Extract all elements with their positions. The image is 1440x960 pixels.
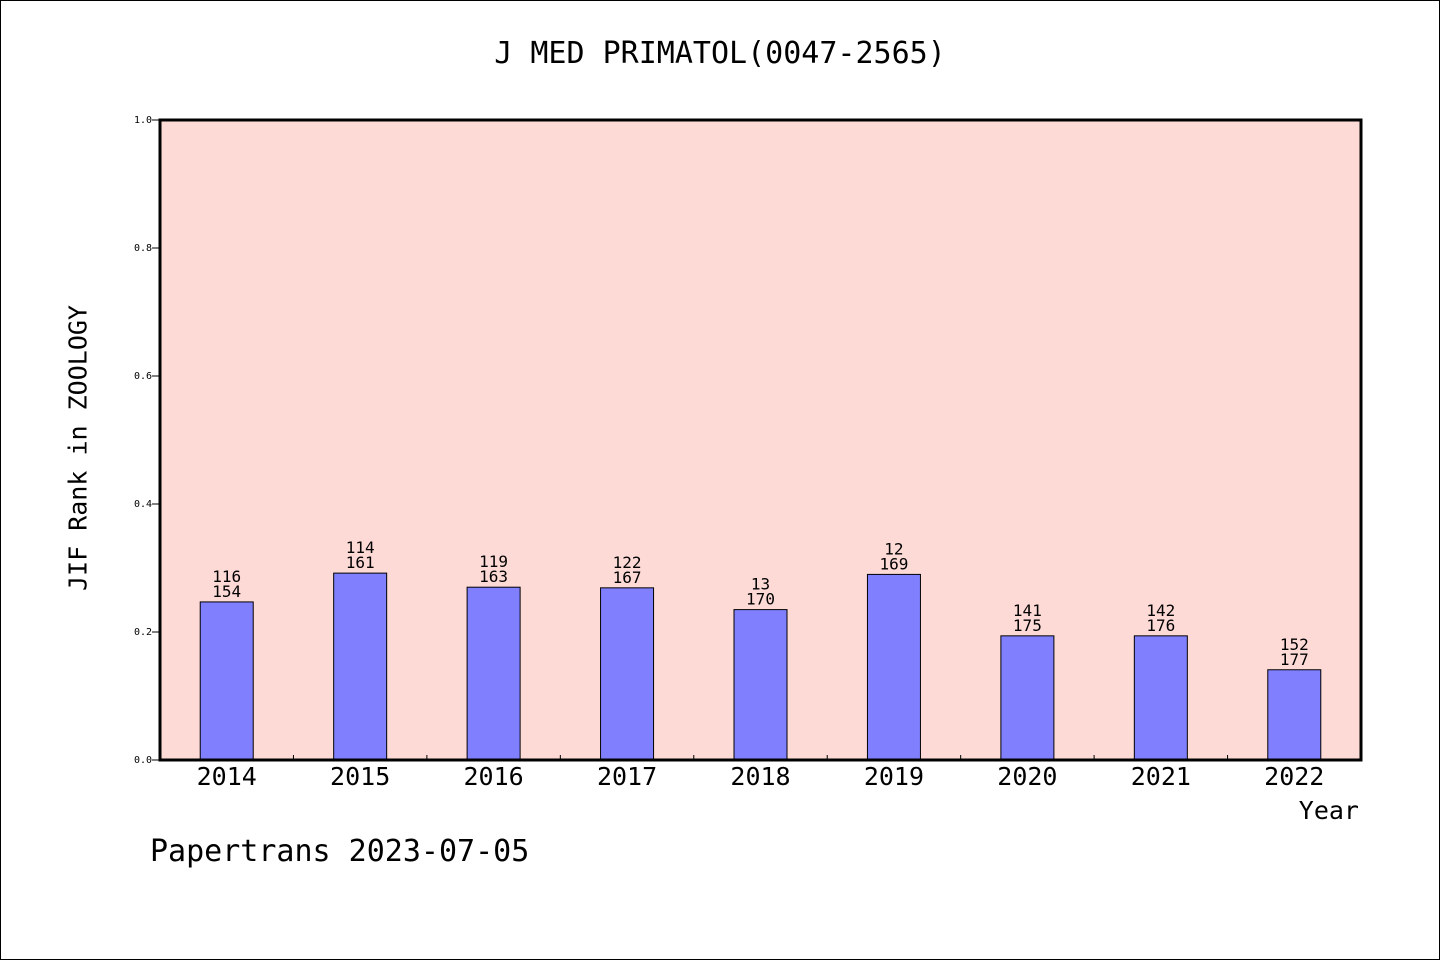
bars-layer	[199, 572, 1322, 761]
x-tick-label: 2021	[1131, 762, 1191, 791]
y-tick-label: 0.2	[134, 627, 152, 638]
y-tick-label: 0.8	[134, 243, 152, 254]
bar-2019	[866, 573, 921, 761]
bar-2021	[1133, 635, 1188, 761]
x-tick-label: 2022	[1264, 762, 1324, 791]
y-axis-label: JIF Rank in ZOOLOGY	[63, 305, 93, 591]
data-label-lower: 167	[613, 568, 642, 587]
data-label-upper: 152	[1280, 635, 1309, 654]
y-tick-label: 1.0	[134, 115, 152, 126]
data-label-lower: 169	[879, 554, 908, 573]
data-label-lower: 175	[1013, 616, 1042, 635]
data-label-upper: 142	[1146, 601, 1175, 620]
data-label-lower: 170	[746, 590, 775, 609]
x-tick-label: 2014	[197, 762, 257, 791]
data-label-upper: 141	[1013, 601, 1042, 620]
x-tick-label: 2018	[730, 762, 790, 791]
x-tick-label: 2017	[597, 762, 657, 791]
data-label-lower: 176	[1146, 616, 1175, 635]
x-tick-label: 2016	[464, 762, 524, 791]
data-label-upper: 116	[212, 567, 241, 586]
y-axis-ticks: 0.0 0.2 0.4 0.6 0.8 1.0	[134, 115, 159, 766]
data-label-lower: 163	[479, 567, 508, 586]
data-label-lower: 161	[346, 553, 375, 572]
y-tick-label: 0.6	[134, 371, 152, 382]
y-tick-label: 0.4	[134, 499, 152, 510]
data-label-upper: 119	[479, 552, 508, 571]
x-axis-ticks: 2014 2015 2016 2017 2018 2019 2020 2021 2022	[197, 755, 1324, 791]
data-label-lower: 154	[212, 582, 241, 601]
plot-border	[158, 118, 1363, 762]
data-label-lower: 177	[1280, 650, 1309, 669]
x-tick-label: 2015	[330, 762, 390, 791]
data-label-upper: 114	[346, 538, 375, 557]
x-tick-label: 2019	[864, 762, 924, 791]
footer-credit: Papertrans 2023-07-05	[150, 834, 530, 869]
bar-2015	[333, 572, 388, 761]
y-tick-label: 0.0	[134, 755, 152, 766]
bar-2014	[199, 601, 254, 761]
data-label-upper: 13	[751, 575, 770, 594]
bar-2018	[733, 609, 788, 761]
x-axis-label: Year	[1298, 796, 1359, 825]
bar-2022	[1267, 669, 1322, 761]
bar-2020	[1000, 635, 1055, 761]
x-tick-label: 2020	[997, 762, 1057, 791]
bar-2016	[466, 586, 521, 761]
chart-title: J MED PRIMATOL(0047-2565)	[494, 36, 946, 71]
data-label-upper: 122	[613, 553, 642, 572]
data-label-upper: 12	[884, 539, 903, 558]
bar-2017	[600, 587, 655, 761]
